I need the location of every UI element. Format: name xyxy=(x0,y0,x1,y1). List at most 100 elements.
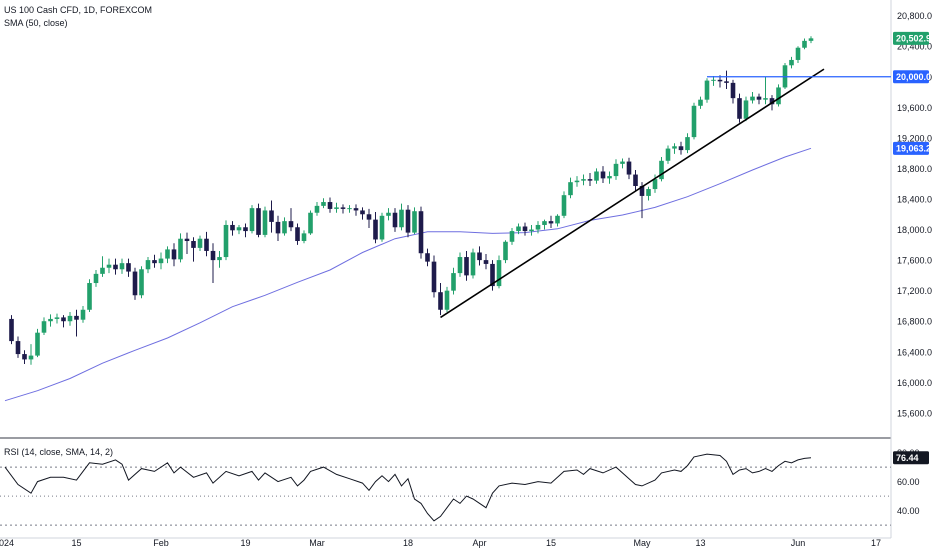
candle-body xyxy=(620,161,625,164)
candle-body xyxy=(613,163,619,177)
candle-up xyxy=(412,207,417,235)
candle-down xyxy=(756,93,762,105)
candle-down xyxy=(210,243,216,284)
candle-down xyxy=(327,197,333,213)
candle-down xyxy=(405,205,411,238)
candle-body xyxy=(594,171,599,181)
candle-up xyxy=(542,219,547,230)
candle-down xyxy=(626,157,632,180)
candle-down xyxy=(113,258,118,275)
candle-body xyxy=(132,271,138,296)
time-tick-label: Mar xyxy=(309,538,325,548)
candle-up xyxy=(763,76,768,105)
candle-down xyxy=(340,204,346,214)
candle-down xyxy=(633,169,638,192)
candle-up xyxy=(743,96,749,122)
rsi-value-badge-bg xyxy=(893,451,929,465)
candle-up xyxy=(444,286,450,313)
candle-down xyxy=(353,204,359,216)
candle-up xyxy=(334,202,339,213)
candle-body xyxy=(308,212,313,234)
candle-up xyxy=(782,63,788,89)
drawing-layer xyxy=(440,68,891,319)
rsi-layer xyxy=(0,453,891,526)
candle-up xyxy=(613,159,619,180)
candle-body xyxy=(22,354,27,360)
time-tick-label: Feb xyxy=(153,538,169,548)
candle-body xyxy=(646,189,651,196)
candle-up xyxy=(106,258,112,274)
candle-up xyxy=(646,186,651,201)
candle-down xyxy=(483,253,489,270)
candle-up xyxy=(620,158,625,169)
candle-down xyxy=(243,223,248,238)
candle-up xyxy=(145,257,151,274)
price-tick-label: 18,000.0 xyxy=(897,225,932,235)
rsi-legend[interactable]: RSI (14, close, SMA, 14, 2) xyxy=(4,447,114,457)
candle-down xyxy=(9,315,14,345)
candle-up xyxy=(776,84,781,107)
candle-up xyxy=(574,176,580,187)
candle-body xyxy=(217,257,222,261)
price-tick-label: 19,600.0 xyxy=(897,103,932,113)
symbol-title[interactable]: US 100 Cash CFD, 1D, FOREXCOM xyxy=(4,5,153,15)
candle-up xyxy=(509,228,515,245)
candle-down xyxy=(431,255,437,298)
candle-body xyxy=(360,210,365,215)
price-tick-label: 15,600.0 xyxy=(897,408,932,418)
candle-up xyxy=(704,78,710,103)
candle-body xyxy=(249,208,255,232)
candle-up xyxy=(158,252,164,270)
candle-body xyxy=(288,221,294,228)
sma-layer xyxy=(4,147,812,402)
candle-body xyxy=(61,317,66,322)
candle-down xyxy=(464,250,469,281)
candle-up xyxy=(691,102,697,140)
candle-body xyxy=(158,258,164,264)
candle-body xyxy=(743,100,749,119)
candle-body xyxy=(152,260,157,264)
sma-legend[interactable]: SMA (50, close) xyxy=(4,18,68,28)
candle-up xyxy=(659,156,664,182)
badges-layer: 20,502.9 20,000.0 19,063.2 76.44 xyxy=(893,31,931,465)
candle-up xyxy=(48,314,53,327)
candle-up xyxy=(665,145,671,164)
candle-down xyxy=(15,336,21,358)
price-tick-label: 18,400.0 xyxy=(897,194,932,204)
candle-up xyxy=(503,240,508,264)
time-tick-label: 2024 xyxy=(0,538,14,548)
candle-down xyxy=(366,208,372,229)
candle-body xyxy=(321,202,326,206)
candle-body xyxy=(600,171,606,179)
candle-up xyxy=(67,312,73,326)
candle-body xyxy=(340,207,346,209)
candle-body xyxy=(366,214,372,220)
price-tick-label: 16,400.0 xyxy=(897,347,932,357)
candle-down xyxy=(477,246,482,266)
candle-up xyxy=(223,220,229,261)
candle-body xyxy=(477,252,482,261)
candle-up xyxy=(93,270,99,287)
candle-body xyxy=(691,105,697,138)
candle-body xyxy=(67,315,73,322)
candle-body xyxy=(41,321,47,333)
rsi-line xyxy=(4,453,812,522)
level-badge-text: 20,000.0 xyxy=(896,72,931,82)
candle-up xyxy=(197,235,203,251)
price-tick-label: 20,400.0 xyxy=(897,42,932,52)
candle-body xyxy=(678,146,684,151)
candle-body xyxy=(314,205,320,213)
candle-up xyxy=(529,224,534,236)
candle-body xyxy=(223,224,229,258)
candle-body xyxy=(626,161,632,175)
candle-body xyxy=(9,318,14,342)
candle-down xyxy=(438,283,443,316)
candle-up xyxy=(347,205,352,213)
candle-up xyxy=(802,38,807,50)
last-price-badge: 20,502.9 xyxy=(893,31,931,45)
candle-body xyxy=(444,290,450,310)
candle-body xyxy=(490,263,495,287)
sma-value-badge-text: 19,063.2 xyxy=(896,144,931,154)
